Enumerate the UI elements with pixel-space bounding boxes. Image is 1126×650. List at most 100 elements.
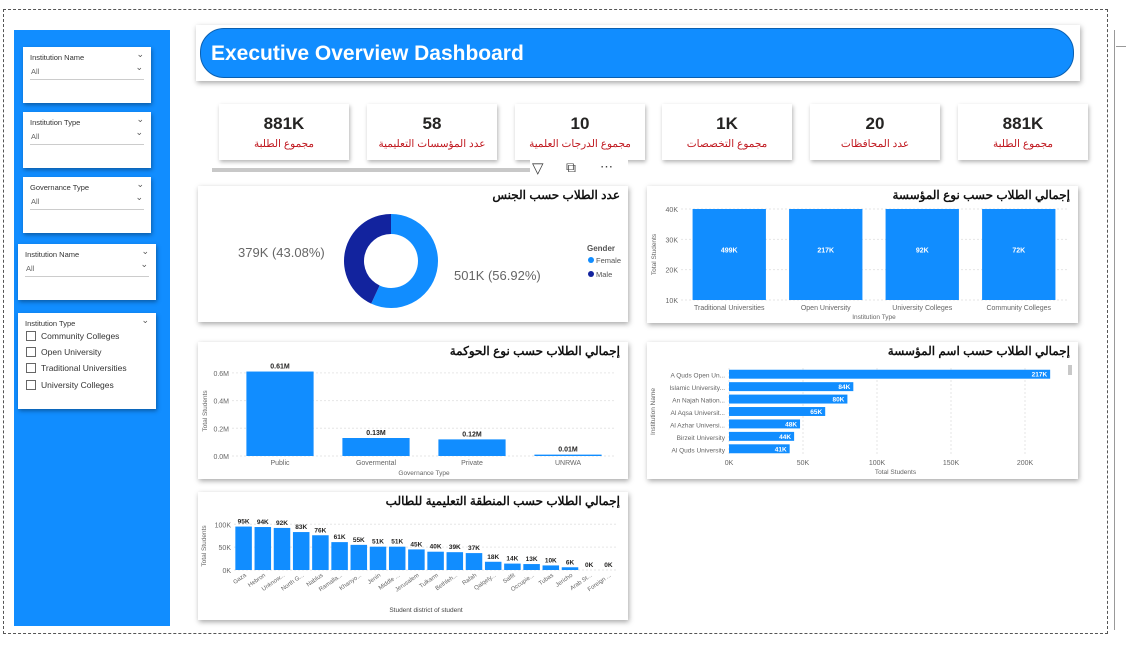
slicer-value[interactable]: All (26, 264, 35, 273)
bar-data-label: 94K (257, 519, 269, 526)
slicer-governance-type[interactable]: Governance Type ⌄ All ⌄ (23, 177, 151, 233)
bar-data-label: 65K (810, 409, 822, 416)
kpi-label: عدد المحافظات (840, 138, 910, 150)
x-tick-label: Traditional Universities (694, 305, 765, 312)
slicer-institution-name[interactable]: Institution Name ⌄ All ⌄ (23, 47, 151, 103)
slicer-institution-type-list[interactable]: Institution Type ⌄ Community Colleges Op… (18, 313, 156, 409)
x-tick-label: Salfit (502, 573, 517, 586)
more-options-icon[interactable]: ⋯ (600, 159, 614, 174)
chart-title: إجمالي الطلاب حسب نوع الحوكمة (449, 344, 620, 358)
governance-bar-chart: 0.0M 0.2M 0.4M 0.6M 0.61M Public 0.13M Govermen… (202, 364, 616, 477)
slicer-title: Institution Name (25, 250, 80, 259)
y-tick-label: 10K (666, 298, 679, 305)
slicer-underline (30, 144, 144, 145)
visual-scrollbar[interactable] (212, 168, 628, 172)
y-tick-label: Al Azhar Universi... (670, 422, 725, 429)
scrollbar-thumb (1068, 365, 1072, 375)
legend-marker-male (588, 271, 594, 277)
bar-data-label: 44K (779, 434, 791, 441)
chevron-up-icon[interactable]: ⌄ (136, 179, 144, 189)
checkbox[interactable] (26, 363, 36, 373)
chart-title: إجمالي الطلاب حسب نوع المؤسسة (892, 188, 1070, 202)
chevron-down-icon[interactable]: ⌄ (135, 62, 143, 72)
bar (292, 532, 310, 570)
bar (729, 407, 826, 416)
checkbox-label: Traditional Universities (41, 363, 127, 373)
bar-data-label: 51K (372, 539, 384, 546)
bar (254, 527, 272, 570)
bar-data-label: 45K (410, 541, 422, 548)
y-tick-label: 50K (219, 545, 232, 552)
bar-data-label: 499K (721, 248, 738, 255)
bar (729, 419, 801, 429)
bar (729, 394, 848, 404)
slicer-underline (30, 79, 144, 80)
bar (729, 369, 1051, 379)
y-tick-label: 30K (666, 237, 679, 244)
y-tick-label: Islamic University... (670, 385, 726, 392)
chart-title: إجمالي الطلاب حسب اسم المؤسسة (887, 344, 1070, 358)
bar-data-label: 76K (314, 527, 326, 534)
x-tick-label: Open University (801, 305, 851, 312)
kpi-value: 881K (1002, 114, 1044, 133)
bar-data-label: 55K (353, 537, 365, 544)
filter-icon[interactable]: ▽ (532, 160, 544, 177)
x-tick-label: Qalqely... (474, 573, 498, 592)
bar-data-label: 6K (566, 559, 575, 566)
filter-sidebar: Institution Name ⌄ All ⌄ Institution Typ… (14, 30, 170, 626)
slicer-institution-type[interactable]: Institution Type ⌄ All ⌄ (23, 112, 151, 168)
bar (484, 561, 502, 570)
slicer-value[interactable]: All (31, 132, 40, 141)
bar-data-label: 84K (838, 384, 850, 391)
bar (438, 439, 506, 456)
bar-data-label: 0K (585, 562, 594, 569)
bar-data-label: 0.12M (462, 431, 482, 438)
chevron-up-icon[interactable]: ⌄ (141, 246, 149, 256)
kpi-value: 1K (716, 114, 738, 133)
slice-label-female: 501K (56.92%) (454, 268, 541, 283)
checkbox-item[interactable]: Traditional Universities (26, 363, 127, 373)
y-axis-title: Total Students (651, 233, 658, 275)
bar (446, 552, 464, 570)
title-banner: Executive Overview Dashboard (196, 25, 1080, 81)
checkbox-item[interactable]: University Colleges (26, 380, 114, 390)
institution-name-chart-panel: إجمالي الطلاب حسب اسم المؤسسة 0K 50K 100K 1… (647, 342, 1078, 479)
bar (729, 382, 854, 392)
x-tick-label: 50K (797, 460, 810, 467)
checkbox[interactable] (26, 380, 36, 390)
slicer-institution-name-2[interactable]: Institution Name ⌄ All ⌄ (18, 244, 156, 300)
chevron-down-icon[interactable]: ⌄ (135, 192, 143, 202)
bar (561, 567, 579, 570)
x-tick-label: Tubas (538, 573, 555, 587)
kpi-card-total-students: 881K مجموع الطلبة (219, 104, 349, 160)
kpi-label: مجموع الطلبة (253, 138, 315, 150)
x-tick-label: Khanyo... (339, 573, 363, 593)
x-tick-label: 100K (869, 460, 886, 467)
focus-mode-icon[interactable]: ⧉ (566, 159, 576, 175)
checkbox[interactable] (26, 331, 36, 341)
y-axis-title: Institution Name (650, 388, 657, 435)
bar-data-label: 0.01M (558, 447, 578, 454)
legend-marker-female (588, 257, 594, 263)
y-tick-label: 0.6M (213, 371, 229, 378)
x-tick-label: Govermental (356, 460, 397, 467)
x-tick-label: Jenin (367, 573, 382, 586)
bar (246, 371, 314, 456)
chevron-down-icon[interactable]: ⌄ (135, 127, 143, 137)
bar-data-label: 0K (604, 562, 613, 569)
bar-data-label: 10K (545, 557, 557, 564)
checkbox-item[interactable]: Community Colleges (26, 331, 119, 341)
chevron-down-icon[interactable]: ⌄ (141, 315, 149, 325)
chevron-down-icon[interactable]: ⌄ (140, 259, 148, 269)
slicer-value[interactable]: All (31, 67, 40, 76)
bar-data-label: 40K (430, 544, 442, 551)
chevron-up-icon[interactable]: ⌄ (136, 114, 144, 124)
checkbox[interactable] (26, 347, 36, 357)
bar (523, 564, 540, 570)
slicer-value[interactable]: All (31, 197, 40, 206)
district-bar-chart: 0K50K100K95KGaza94KHebron92KUnknow...83K… (201, 519, 618, 614)
checkbox-item[interactable]: Open University (26, 347, 101, 357)
chevron-up-icon[interactable]: ⌄ (136, 49, 144, 59)
kpi-card-degrees: 10 مجموع الدرجات العلمية (515, 104, 645, 160)
bar-data-label: 0.13M (366, 430, 386, 437)
